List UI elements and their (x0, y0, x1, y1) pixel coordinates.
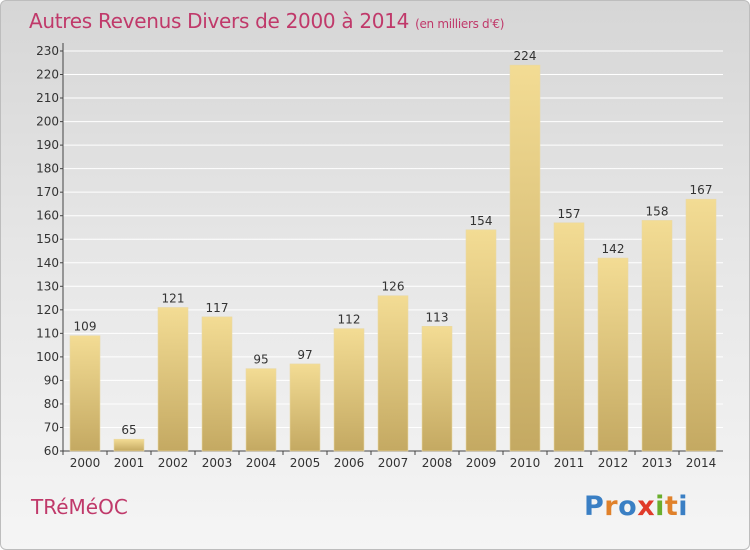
value-label-2013: 158 (646, 204, 669, 218)
labels: 60 70 80 90 100 110 120 130 140 150 160 170 180 190 20… (36, 44, 716, 470)
value-label-2011: 157 (558, 207, 581, 221)
x-tick-label-2014: 2014 (686, 456, 717, 470)
value-label-2014: 167 (690, 183, 713, 197)
x-tick-label-2005: 2005 (290, 456, 321, 470)
bar-2014 (685, 198, 717, 452)
y-tick-label: 90 (44, 373, 59, 387)
y-tick-label: 220 (36, 68, 59, 82)
bar-2002 (157, 307, 189, 452)
bar-2004 (245, 368, 277, 452)
bar-2012 (597, 257, 629, 452)
y-tick-label: 200 (36, 115, 59, 129)
bar-2007 (377, 295, 409, 452)
bars (69, 64, 717, 452)
logo-letter: i (678, 491, 689, 522)
chart-title-text: Autres Revenus Divers de 2000 à 2014 (29, 9, 410, 33)
y-tick-label: 60 (44, 444, 59, 458)
logo-letter: r (604, 491, 619, 522)
y-tick-label: 210 (36, 91, 59, 105)
y-tick-label: 120 (36, 303, 59, 317)
x-tick-label-2003: 2003 (202, 456, 233, 470)
chart-title: Autres Revenus Divers de 2000 à 2014 (en … (29, 9, 504, 33)
chart-unit: (en milliers d'€) (415, 17, 505, 31)
y-tick-label: 140 (36, 256, 59, 270)
value-label-2004: 95 (253, 353, 268, 367)
bar-2011 (553, 222, 585, 452)
x-tick-label-2010: 2010 (510, 456, 541, 470)
value-label-2000: 109 (74, 320, 97, 334)
x-tick-label-2012: 2012 (598, 456, 629, 470)
value-label-2005: 97 (297, 348, 312, 362)
bar-2001 (113, 438, 145, 452)
x-tick-label-2001: 2001 (114, 456, 145, 470)
y-tick-label: 100 (36, 350, 59, 364)
y-tick-label: 160 (36, 209, 59, 223)
bar-2000 (69, 335, 101, 452)
value-label-2012: 142 (602, 242, 625, 256)
commune-name: TRéMéOC (31, 495, 128, 519)
x-tick-label-2008: 2008 (422, 456, 453, 470)
x-tick-label-2000: 2000 (70, 456, 101, 470)
x-tick-label-2009: 2009 (466, 456, 497, 470)
value-label-2007: 126 (382, 280, 405, 294)
y-tick-label: 80 (44, 397, 59, 411)
bar-2013 (641, 220, 673, 452)
x-tick-label-2011: 2011 (554, 456, 585, 470)
logo-letter: i (655, 491, 665, 522)
y-tick-label: 180 (36, 162, 59, 176)
x-tick-label-2006: 2006 (334, 456, 365, 470)
bar-2006 (333, 328, 365, 452)
logo-letter: x (637, 491, 656, 522)
bar-2003 (201, 316, 233, 452)
x-tick-label-2004: 2004 (246, 456, 277, 470)
value-label-2001: 65 (121, 423, 136, 437)
bar-2005 (289, 363, 321, 452)
y-tick-label: 170 (36, 185, 59, 199)
x-tick-label-2013: 2013 (642, 456, 673, 470)
y-tick-label: 150 (36, 232, 59, 246)
value-label-2003: 117 (206, 301, 229, 315)
logo-letter: o (618, 491, 638, 522)
value-label-2009: 154 (470, 214, 493, 228)
logo-letter: P (584, 491, 605, 522)
bar-2010 (509, 64, 541, 452)
y-tick-label: 130 (36, 279, 59, 293)
bar-2009 (465, 229, 497, 452)
proxiti-logo[interactable]: Proxiti (584, 491, 688, 522)
value-label-2008: 113 (426, 310, 449, 324)
x-tick-label-2002: 2002 (158, 456, 189, 470)
logo-letter: t (664, 491, 679, 522)
value-label-2006: 112 (338, 313, 361, 327)
y-tick-label: 230 (36, 44, 59, 58)
value-label-2010: 224 (514, 49, 537, 63)
y-tick-label: 70 (44, 420, 59, 434)
y-tick-label: 190 (36, 138, 59, 152)
y-tick-label: 110 (36, 326, 59, 340)
x-tick-label-2007: 2007 (378, 456, 409, 470)
value-label-2002: 121 (162, 291, 185, 305)
bar-2008 (421, 325, 453, 452)
